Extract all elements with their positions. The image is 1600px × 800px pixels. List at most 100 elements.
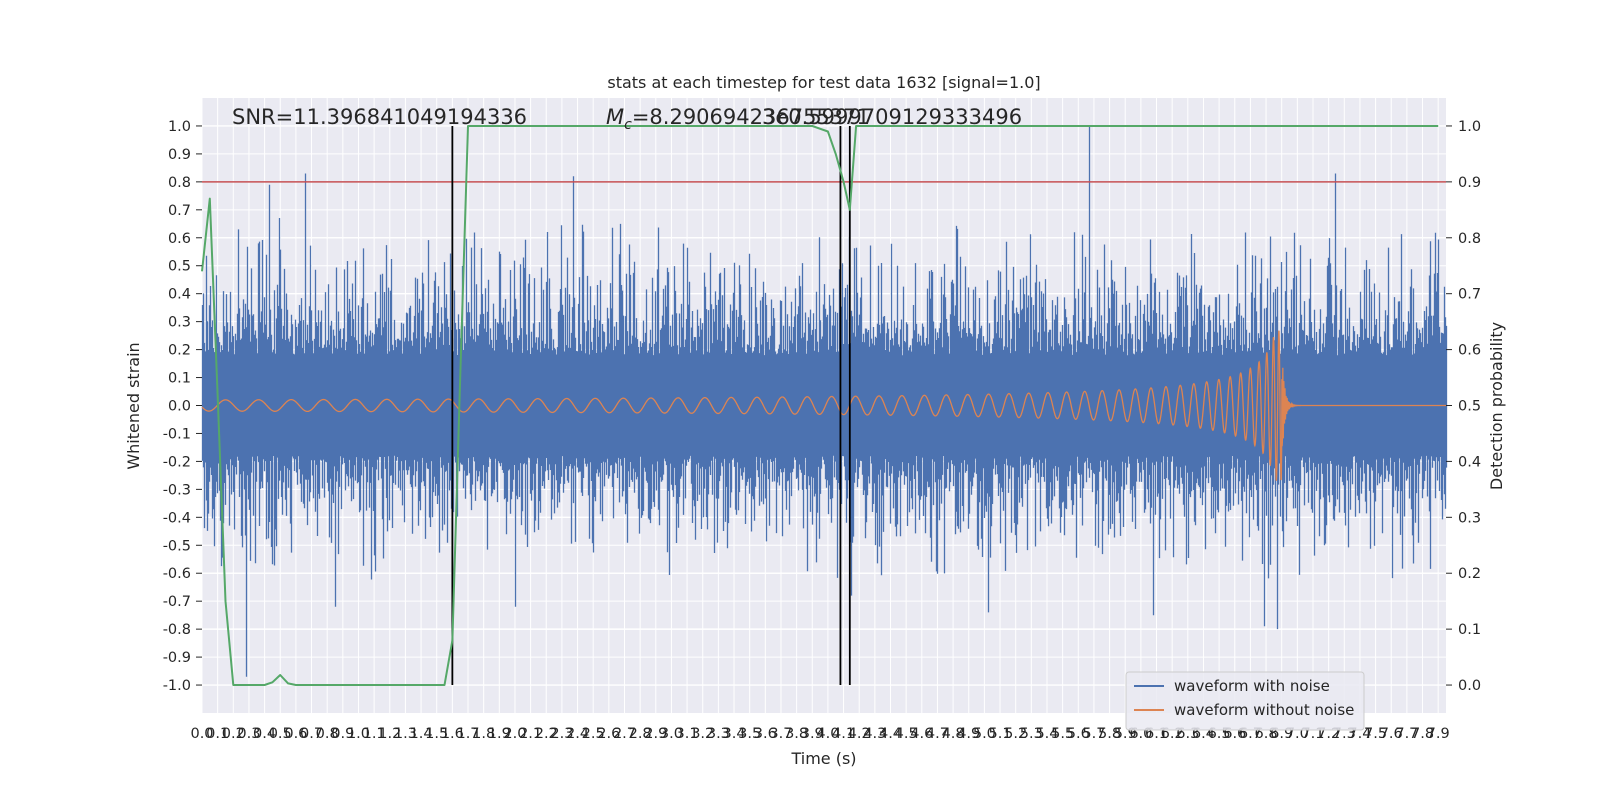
x-tick-label: 1.6 xyxy=(441,726,464,742)
x-tick-label: 5.6 xyxy=(1067,726,1090,742)
y2-tick-label: 0.3 xyxy=(1458,510,1481,526)
x-tick-label: 3.9 xyxy=(801,726,824,742)
x-tick-label: 3.7 xyxy=(769,726,792,742)
detection-probability-line xyxy=(201,125,1439,686)
overlapping-annotation: 3e0.5999709129333496 xyxy=(762,105,1022,129)
x-tick-label: 3.3 xyxy=(707,726,730,742)
y2-tick-label: 0.0 xyxy=(1458,678,1481,694)
y-tick-label: -0.9 xyxy=(163,650,191,666)
x-tick-label: 0.4 xyxy=(253,726,276,742)
x-tick-label: 0.9 xyxy=(331,726,354,742)
x-tick-label: 1.3 xyxy=(394,726,417,742)
y-tick-labels: 1.0 0.9 0.8 0.7 0.6 0.5 0.4 0.3 0.2 0.1 0.0 -0.1 -0.… xyxy=(163,119,202,694)
y-tick-label: 0.2 xyxy=(168,343,191,359)
y2-tick-label: 0.6 xyxy=(1458,343,1481,359)
x-tick-label: 1.0 xyxy=(347,726,370,742)
y-tick-label: -0.7 xyxy=(163,594,191,610)
y-tick-label: -0.2 xyxy=(163,454,191,470)
x-tick-label: 0.2 xyxy=(222,726,245,742)
x-tick-label: 0.6 xyxy=(284,726,307,742)
x-tick-label: 0.8 xyxy=(316,726,339,742)
y2-tick-label: 0.7 xyxy=(1458,287,1481,303)
x-tick-label: 2.7 xyxy=(613,726,636,742)
legend-label-clean: waveform without noise xyxy=(1174,701,1354,719)
y2-tick-label: 0.4 xyxy=(1458,454,1481,470)
x-tick-label: 1.5 xyxy=(425,726,448,742)
y-tick-label: 0.0 xyxy=(168,399,191,415)
overlay-lines xyxy=(202,125,1446,686)
detection-probability-series xyxy=(201,125,1439,686)
y-tick-label: -0.8 xyxy=(163,622,191,638)
x-tick-label: 2.4 xyxy=(566,726,589,742)
x-tick-label: 0.5 xyxy=(269,726,292,742)
x-tick-label: 5.3 xyxy=(1020,726,1043,742)
x-tick-label: 4.2 xyxy=(848,726,871,742)
y-tick-label: 0.6 xyxy=(168,231,191,247)
y2-axis-label: Detection probability xyxy=(1487,322,1506,490)
y-tick-label: 0.8 xyxy=(168,175,191,191)
chirp-mass-subscript: c xyxy=(624,117,632,133)
x-tick-label: 4.6 xyxy=(910,726,933,742)
x-tick-label: 5.4 xyxy=(1035,726,1058,742)
y-tick-label: 0.3 xyxy=(168,315,191,331)
x-tick-label: 1.4 xyxy=(410,726,433,742)
x-tick-label: 7.6 xyxy=(1380,726,1403,742)
x-tick-label: 2.8 xyxy=(629,726,652,742)
x-tick-label: 2.5 xyxy=(582,726,605,742)
x-tick-label: 7.9 xyxy=(1427,726,1450,742)
x-axis-label: Time (s) xyxy=(790,749,856,768)
y2-tick-label: 0.5 xyxy=(1458,399,1481,415)
y2-tick-label: 0.1 xyxy=(1458,622,1481,638)
x-tick-label: 0.7 xyxy=(300,726,323,742)
x-tick-label: 2.3 xyxy=(550,726,573,742)
x-tick-label: 4.9 xyxy=(957,726,980,742)
x-tick-label: 2.0 xyxy=(503,726,526,742)
x-tick-label: 5.0 xyxy=(973,726,996,742)
x-tick-label: 2.2 xyxy=(535,726,558,742)
x-tick-label: 3.0 xyxy=(660,726,683,742)
x-tick-label: 4.5 xyxy=(895,726,918,742)
y-tick-label: 1.0 xyxy=(168,119,191,135)
x-tick-label: 3.6 xyxy=(754,726,777,742)
x-tick-label: 2.9 xyxy=(644,726,667,742)
legend: waveform with noise waveform without noi… xyxy=(1125,671,1365,731)
x-tick-label: 5.1 xyxy=(989,726,1012,742)
chirp-mass-symbol: M xyxy=(606,105,624,129)
x-tick-label: 1.2 xyxy=(378,726,401,742)
y2-tick-label: 0.8 xyxy=(1458,231,1481,247)
chirp-mass-annotation: Mc=8.290694236755371 xyxy=(606,105,870,133)
snr-annotation: SNR=11.396841049194336 xyxy=(232,105,527,129)
y-tick-label: -0.6 xyxy=(163,566,191,582)
x-tick-label: 3.1 xyxy=(676,726,699,742)
x-tick-label: 4.0 xyxy=(816,726,839,742)
y2-tick-label: 0.2 xyxy=(1458,566,1481,582)
x-tick-label: 5.2 xyxy=(1004,726,1027,742)
y-tick-label: -0.1 xyxy=(163,426,191,442)
y-tick-label: 0.1 xyxy=(168,371,191,387)
legend-label-noise: waveform with noise xyxy=(1174,677,1330,695)
x-tick-label: 1.8 xyxy=(472,726,495,742)
chirp-mass-value: =8.290694236755371 xyxy=(632,105,870,129)
x-tick-label: 0.3 xyxy=(237,726,260,742)
x-tick-label: 0.1 xyxy=(206,726,229,742)
y-axis-label: Whitened strain xyxy=(124,342,143,469)
x-tick-label: 3.4 xyxy=(722,726,745,742)
x-tick-label: 2.6 xyxy=(597,726,620,742)
x-tick-label: 5.7 xyxy=(1082,726,1105,742)
x-tick-label: 1.7 xyxy=(456,726,479,742)
y-tick-label: 0.7 xyxy=(168,203,191,219)
x-tick-label: 3.2 xyxy=(691,726,714,742)
x-tick-label: 3.5 xyxy=(738,726,761,742)
x-tick-label: 5.8 xyxy=(1098,726,1121,742)
waveform-without-noise-series xyxy=(201,330,1446,481)
y-tick-label: -0.5 xyxy=(163,538,191,554)
x-tick-label: 2.1 xyxy=(519,726,542,742)
y-tick-label: 0.4 xyxy=(168,287,191,303)
y2-tick-labels: 1.0 0.9 0.8 0.7 0.6 0.5 0.4 0.3 0.2 0.1 0.0 xyxy=(1446,119,1481,694)
legend-box xyxy=(1125,671,1365,731)
x-tick-label: 3.8 xyxy=(785,726,808,742)
x-tick-label: 4.3 xyxy=(863,726,886,742)
x-tick-label: 0.0 xyxy=(190,726,213,742)
chart-title: stats at each timestep for test data 163… xyxy=(607,73,1040,92)
